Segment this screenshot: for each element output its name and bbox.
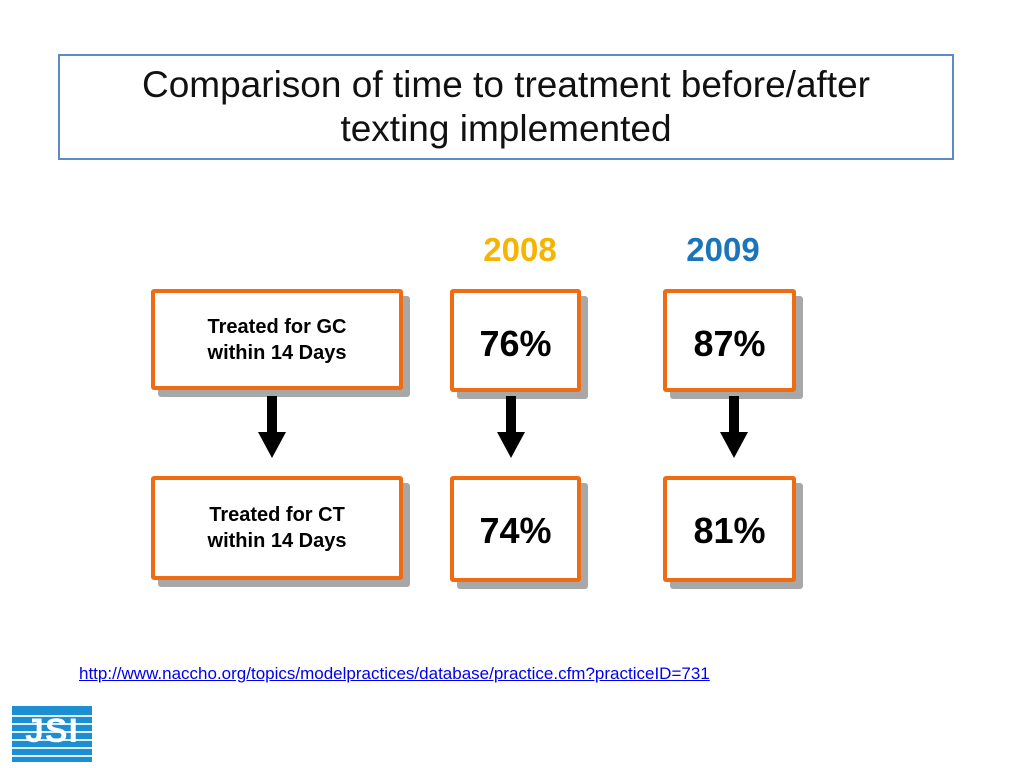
ct-2009-value: 81% (693, 510, 766, 551)
down-arrow-icon (497, 396, 525, 460)
gc-2008-value: 76% (479, 323, 552, 364)
source-link[interactable]: http://www.naccho.org/topics/modelpracti… (79, 664, 710, 683)
logo-text: JSI (24, 712, 80, 750)
gc-label-line-1: Treated for GC (207, 315, 347, 338)
ct-label-line-2: within 14 Days (207, 530, 347, 552)
year-2008-label: 2008 (483, 231, 557, 268)
down-arrow-icon (258, 396, 286, 460)
gc-2008-value-box: 76% (450, 289, 581, 392)
gc-label-box: Treated for GC within 14 Days (151, 289, 403, 390)
title-box: Comparison of time to treatment before/a… (58, 54, 954, 160)
title-line-1: Comparison of time to treatment before/a… (141, 64, 870, 105)
gc-2009-value: 87% (693, 323, 766, 364)
ct-2008-value-box: 74% (450, 476, 581, 582)
ct-2008-value: 74% (479, 510, 552, 551)
gc-2009-value-box: 87% (663, 289, 796, 392)
ct-label-box: Treated for CT within 14 Days (151, 476, 403, 580)
title-line-2: texting implemented (340, 108, 672, 149)
gc-label-line-2: within 14 Days (207, 341, 347, 364)
ct-2009-value-box: 81% (663, 476, 796, 582)
down-arrow-icon (720, 396, 748, 460)
jsi-logo: JSI (12, 706, 92, 762)
year-2009-label: 2009 (686, 231, 760, 268)
ct-label-line-1: Treated for CT (209, 504, 345, 526)
